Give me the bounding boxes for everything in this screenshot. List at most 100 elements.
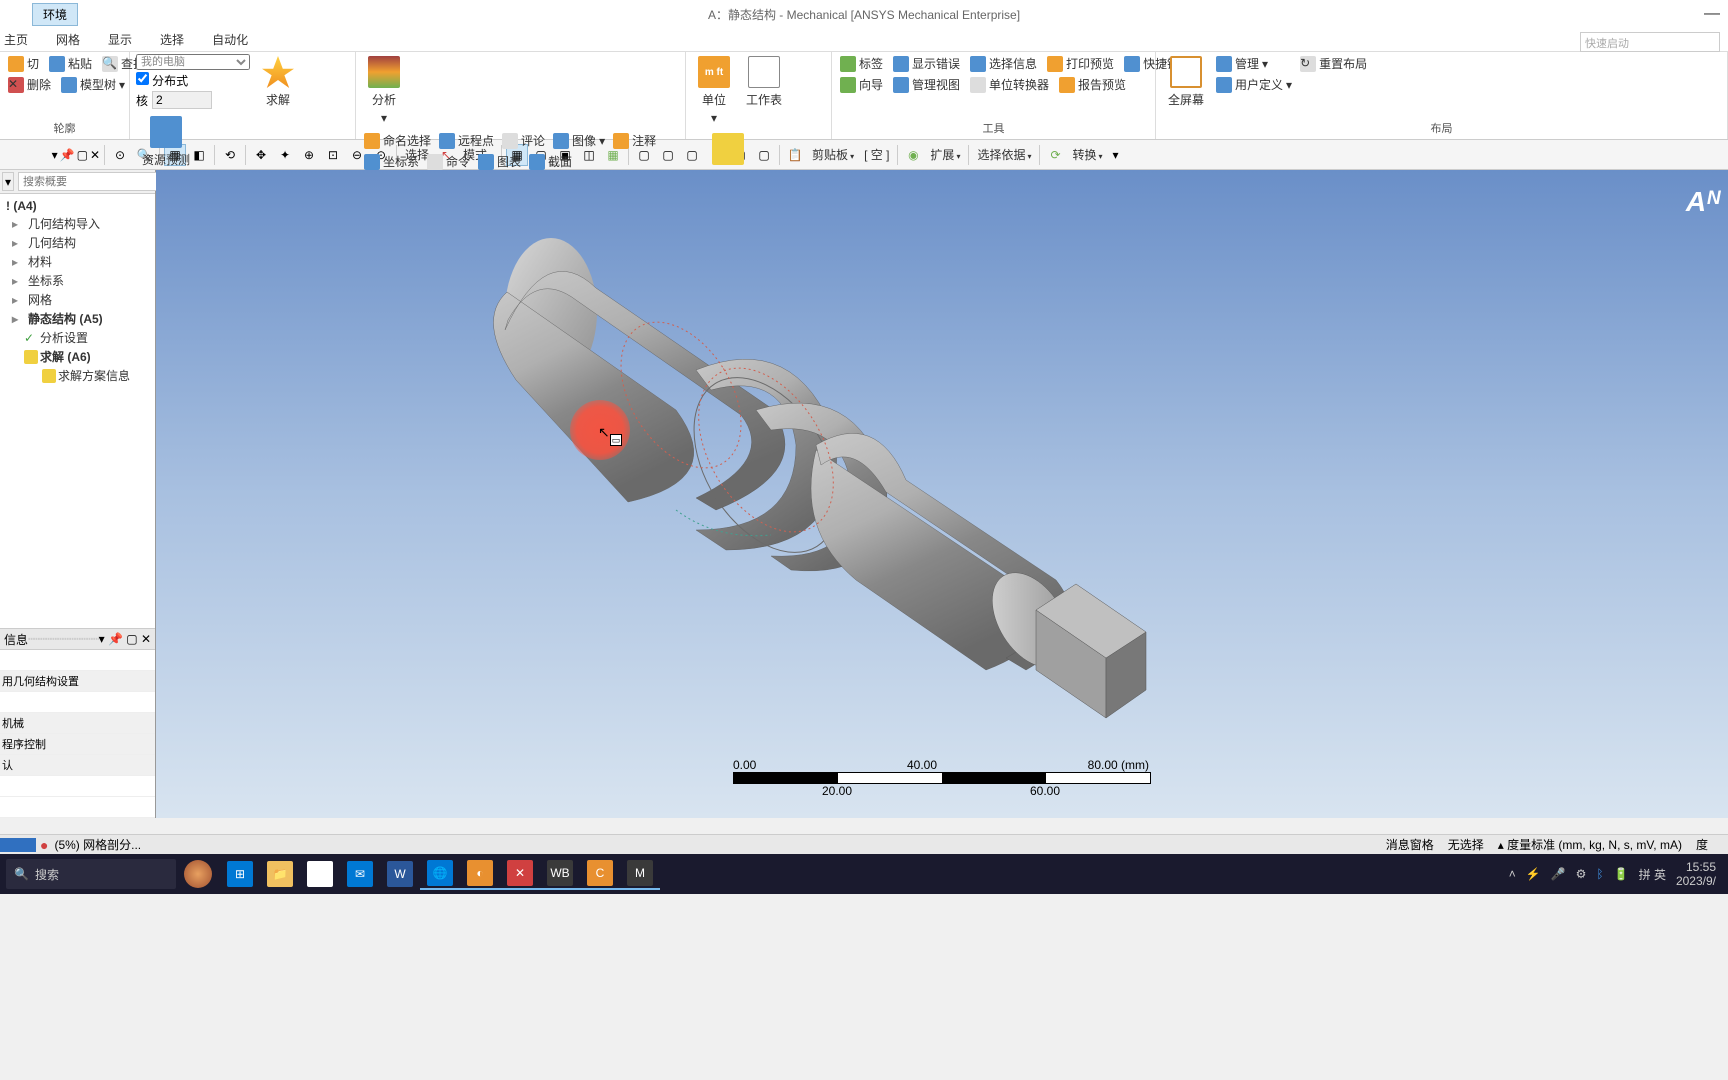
chart-button[interactable]: 图表 [476,152,523,171]
minimize-button[interactable]: — [1704,5,1720,23]
toolbar-dropdown-icon[interactable]: ▾ [52,148,58,162]
tree-item[interactable]: 求解 (A6) [2,347,153,366]
solve-button[interactable]: 求解 [256,54,300,110]
select-info-button[interactable]: 选择信息 [968,54,1039,73]
tree-item[interactable]: ▸网格 [2,290,153,309]
report-preview-button[interactable]: 报告预览 [1057,75,1128,94]
paste-button[interactable]: 粘贴 [47,54,94,73]
comment-button[interactable]: 评论 [500,131,547,150]
tree-item[interactable]: ▸材料 [2,252,153,271]
analysis-button[interactable]: 分析▾ [362,54,406,127]
pin-icon[interactable]: 📌 [60,148,75,162]
details-row[interactable]: 用几何结构设置 [0,671,155,692]
userdef-button[interactable]: 用户定义▾ [1214,75,1294,94]
details-dropdown-icon[interactable]: ▾ 📌 ▢ ✕ [99,632,151,646]
annotation-button[interactable]: 注释 [611,131,658,150]
reset-layout-button[interactable]: ↻重置布局 [1298,54,1369,73]
kbd-icon [1124,56,1140,72]
tray-bluetooth-icon[interactable]: ᛒ [1596,867,1603,881]
details-row[interactable] [0,650,155,671]
solver-computer-select[interactable]: 我的电脑 [136,54,250,70]
status-units[interactable]: ▴ 度量标准 (mm, kg, N, s, mV, mA) [1498,836,1682,853]
remote-point-button[interactable]: 远程点 [437,131,496,150]
tray-icon-1[interactable]: ⚡ [1526,867,1541,881]
tray-icon-3[interactable]: ⚙ [1576,867,1587,881]
zoom-fit-icon[interactable]: ⊙ [109,144,131,166]
tree-item[interactable]: ! (A4) [2,198,153,214]
details-row[interactable] [0,692,155,713]
taskbar-app-app1[interactable]: ◐ [460,858,500,890]
tray-up-icon[interactable]: ˄ [1509,867,1516,881]
coordsys-button[interactable]: 坐标系 [362,152,421,171]
distributed-checkbox[interactable]: 分布式 [136,72,252,89]
extend-icon[interactable]: ◉ [902,144,924,166]
taskbar-app-mail[interactable]: ✉ [340,858,380,890]
taskbar-app-explorer[interactable]: 📁 [260,858,300,890]
selectby-dropdown[interactable]: 选择依据 [973,146,1035,163]
tray-clock[interactable]: 15:55 2023/9/ [1676,860,1716,889]
menu-mesh[interactable]: 网格 [56,31,80,48]
taskbar-panda-icon[interactable] [178,858,218,890]
section-button[interactable]: 截面 [527,152,574,171]
manage-button[interactable]: 管理▾ [1214,54,1294,73]
status-msgpane[interactable]: 消息窗格 [1386,836,1434,853]
model-tree-button[interactable]: 模型树▾ [59,75,127,94]
details-row[interactable] [0,776,155,797]
close-panel-icon[interactable]: ✕ [90,148,100,162]
tree-item[interactable]: ▸几何结构 [2,233,153,252]
convert-dropdown[interactable]: 转换 [1068,146,1106,163]
details-row[interactable]: 机械 [0,713,155,734]
tree-item[interactable]: 求解方案信息 [2,366,153,385]
quick-launch-input[interactable]: 快速启动 [1580,32,1720,52]
delete-button[interactable]: ✕删除 [6,75,53,94]
model-tree[interactable]: ! (A4)▸几何结构导入▸几何结构▸材料▸坐标系▸网格▸静态结构 (A5)✓分… [0,194,155,628]
extend-dropdown[interactable]: 扩展 [926,146,964,163]
worksheet-button[interactable]: 工作表 [740,54,788,110]
print-preview-button[interactable]: 打印预览 [1045,54,1116,73]
tray-battery-icon[interactable]: 🔋 [1614,867,1629,881]
cut-button[interactable]: 切 [6,54,41,73]
details-row[interactable]: 认 [0,755,155,776]
manage-view-button[interactable]: 管理视图 [891,75,962,94]
menu-select[interactable]: 选择 [160,31,184,48]
tag-button[interactable]: 标签 [838,54,885,73]
resource-predict-button[interactable]: 资源预测 [136,114,196,170]
fullscreen-button[interactable]: 全屏幕 [1162,54,1210,110]
named-select-button[interactable]: 命名选择 [362,131,433,150]
taskbar-app-app2[interactable]: ✕ [500,858,540,890]
convert-icon[interactable]: ⟳ [1044,144,1066,166]
tray-lang[interactable]: 拼 英 [1639,866,1666,883]
system-tray[interactable]: ˄ ⚡ 🎤 ⚙ ᛒ 🔋 拼 英 15:55 2023/9/ [1509,860,1722,889]
commands-button[interactable]: 命令 [425,152,472,171]
taskbar-app-mech[interactable]: M [620,858,660,890]
unit-convert-button[interactable]: 单位转换器 [968,75,1051,94]
taskbar-app-edge[interactable]: 🌐 [420,858,460,890]
taskbar-app-store[interactable]: 🛍 [300,858,340,890]
remote-icon [439,133,455,149]
tree-item[interactable]: ▸静态结构 (A5) [2,309,153,328]
tree-item[interactable]: ▸几何结构导入 [2,214,153,233]
taskbar-app-wb[interactable]: WB [540,858,580,890]
window-icon[interactable]: ▢ [77,148,88,162]
taskbar-app-word[interactable]: W [380,858,420,890]
toolbar-overflow[interactable]: ▾ [1109,148,1123,162]
menu-automation[interactable]: 自动化 [212,31,248,48]
details-row[interactable] [0,797,155,818]
taskbar-app-start[interactable]: ⊞ [220,858,260,890]
tray-icon-2[interactable]: 🎤 [1551,867,1566,881]
details-row[interactable]: 程序控制 [0,734,155,755]
tree-item[interactable]: ✓分析设置 [2,328,153,347]
wizard-button[interactable]: 向导 [838,75,885,94]
image-button[interactable]: 图像▾ [551,131,607,150]
filter-dropdown[interactable]: ▾ [2,172,14,191]
taskbar-app-app3[interactable]: C [580,858,620,890]
viewport-3d[interactable]: ↖▭ Aᴺ Y Z 0.00 40.00 80.00 (mm) [156,170,1728,818]
cores-input[interactable] [152,91,212,109]
menu-home[interactable]: 主页 [4,31,28,48]
tree-item[interactable]: ▸坐标系 [2,271,153,290]
taskbar-search[interactable]: 🔍 搜索 [6,859,176,889]
show-errors-button[interactable]: 显示错误 [891,54,962,73]
context-tab[interactable]: 环境 [32,3,78,26]
units-button[interactable]: m ft单位▾ [692,54,736,127]
menu-display[interactable]: 显示 [108,31,132,48]
